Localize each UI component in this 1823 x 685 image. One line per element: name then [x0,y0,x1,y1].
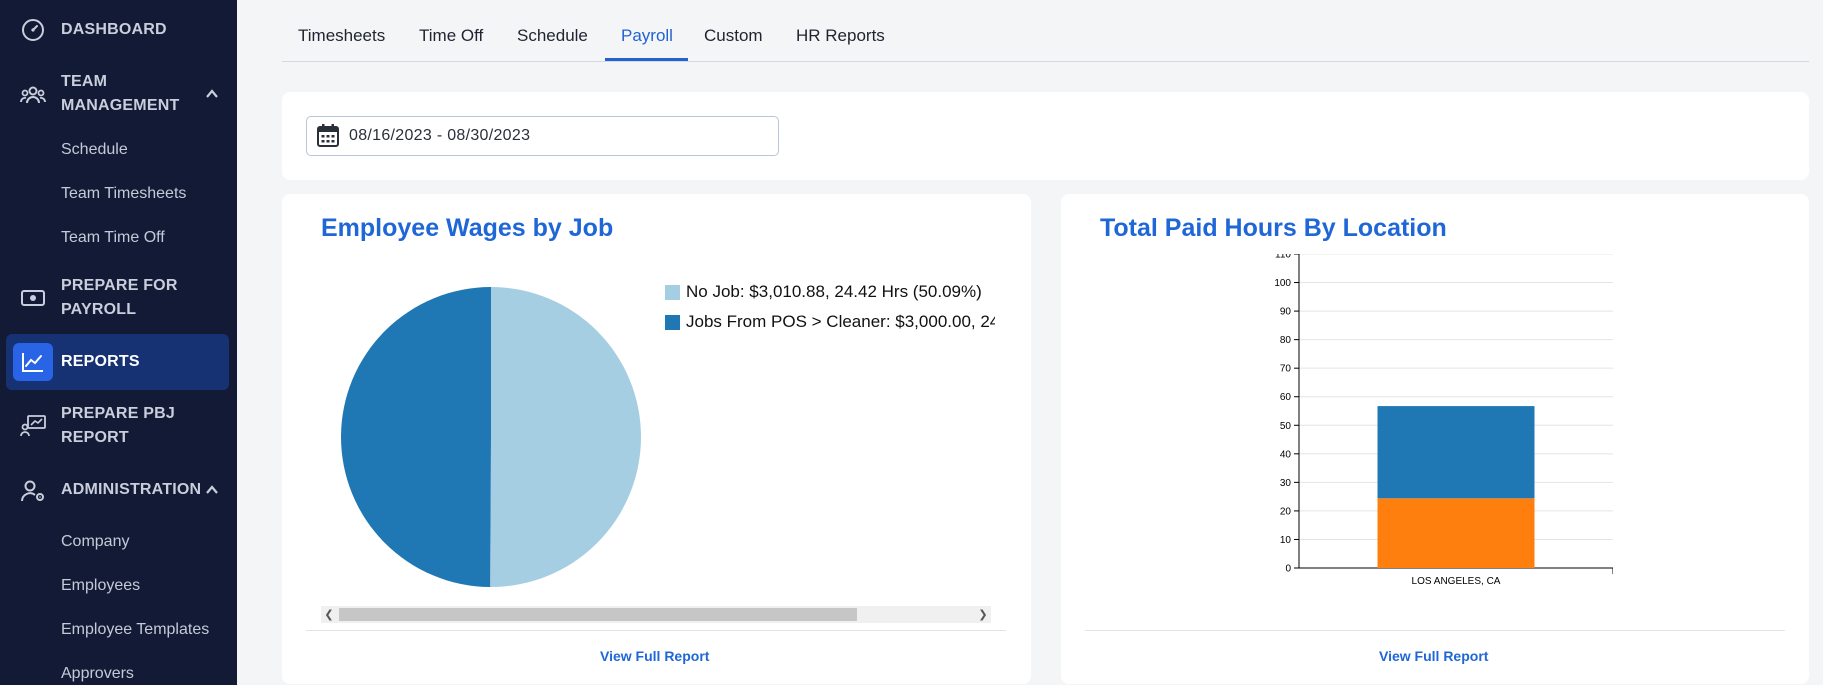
nav-employee-templates[interactable]: Employee Templates [61,621,210,638]
y-tick-label: 80 [1280,335,1292,346]
nav-dashboard[interactable]: DASHBOARD [0,18,237,42]
legend-swatch-no-job [665,284,680,300]
y-tick-label: 20 [1280,506,1292,517]
legend-label-cleaner: Jobs From POS > Cleaner: $3,000.00, 24 [686,312,995,331]
hours-card-title: Total Paid Hours By Location [1100,214,1447,242]
wages-card-title: Employee Wages by Job [321,214,614,242]
scroll-right-icon[interactable]: ❯ [978,609,988,621]
legend-label-no-job: No Job: $3,010.88, 24.42 Hrs (50.09%) [686,282,982,301]
scroll-left-icon[interactable]: ❮ [324,609,334,621]
nav-pbj-label-2: REPORT [61,429,129,446]
active-tab-indicator [605,58,688,61]
pie-slice-0[interactable] [490,287,641,587]
nav-team-label-1: TEAM [61,73,108,90]
tab-payroll[interactable]: Payroll [621,26,673,45]
nav-prepare-payroll-label-2: PAYROLL [61,301,137,318]
bar-segment-1[interactable] [1377,406,1535,499]
nav-prepare-payroll[interactable]: PREPARE FOR PAYROLL [0,274,237,322]
x-tick-label: LOS ANGELES, CA [1412,576,1501,587]
nav-prepare-pbj[interactable]: PREPARE PBJ REPORT [0,402,237,450]
nav-pbj-label-1: PREPARE PBJ [61,405,175,422]
nav-team-timesheets[interactable]: Team Timesheets [61,185,187,202]
card-divider [1085,630,1785,631]
chevron-up-icon [206,89,218,98]
hours-bar-chart: 0 10 20 30 40 50 60 70 80 90 100 110 LOS ANGELES, CA [1274,254,1613,587]
legend-item-cleaner: Jobs From POS > Cleaner: $3,000.00, 24 [665,312,995,332]
nav-approvers[interactable]: Approvers [61,665,134,682]
wages-pie-chart [340,287,641,587]
date-filter-panel: 08/16/2023 - 08/30/2023 [282,92,1809,180]
scrollbar-thumb[interactable] [339,608,857,621]
pie-slice-1[interactable] [340,287,491,587]
tab-timesheets[interactable]: Timesheets [298,26,386,45]
date-range-input[interactable]: 08/16/2023 - 08/30/2023 [306,116,779,156]
calendar-icon [317,124,339,153]
nav-reports-label: REPORTS [61,353,140,370]
nav-team-time-off[interactable]: Team Time Off [61,229,165,246]
report-tabs: Timesheets Time Off Schedule Payroll Cus… [282,0,1809,62]
y-tick-label: 90 [1280,307,1292,318]
nav-employees[interactable]: Employees [61,577,141,594]
date-range-value: 08/16/2023 - 08/30/2023 [349,127,531,144]
nav-prepare-payroll-label-1: PREPARE FOR [61,277,178,294]
y-tick-label: 50 [1280,421,1292,432]
speedometer-icon [20,17,46,43]
sidebar: DASHBOARD TEAM MANAGEMENT Schedule Team … [0,0,237,685]
wages-view-full-report-link[interactable]: View Full Report [600,648,710,664]
y-tick-label: 70 [1280,364,1292,375]
y-tick-label: 10 [1280,535,1292,546]
tab-schedule[interactable]: Schedule [517,26,588,45]
tab-time-off[interactable]: Time Off [419,26,484,45]
bar-segment-0[interactable] [1377,498,1535,568]
user-gear-icon [20,478,46,504]
team-icon [20,82,46,108]
y-tick-label: 60 [1280,392,1292,403]
chevron-up-icon [206,485,218,494]
paid-hours-card: Total Paid Hours By Location 0 10 20 30 40 50… [1061,194,1809,684]
nav-dashboard-label: DASHBOARD [61,21,167,38]
nav-reports[interactable]: REPORTS [0,350,237,374]
chart-horizontal-scrollbar[interactable]: ❮ ❯ [321,606,991,623]
nav-administration-label: ADMINISTRATION [61,481,202,498]
employee-wages-card: Employee Wages by Job No Job: $3,010.88,… [282,194,1031,684]
pbj-report-icon [20,413,46,439]
reports-chart-icon [13,343,53,381]
legend-swatch-cleaner [665,314,680,330]
money-icon [20,285,46,311]
y-tick-label: 40 [1280,449,1292,460]
tab-custom[interactable]: Custom [704,26,763,45]
nav-team-label-2: MANAGEMENT [61,97,180,114]
y-tick-label: 110 [1275,254,1291,261]
hours-view-full-report-link[interactable]: View Full Report [1379,648,1489,664]
tab-hr-reports[interactable]: HR Reports [796,26,885,45]
nav-administration[interactable]: ADMINISTRATION [0,478,237,502]
wages-legend: No Job: $3,010.88, 24.42 Hrs (50.09%) Jo… [665,278,995,348]
y-tick-label: 30 [1280,478,1292,489]
nav-team-management[interactable]: TEAM MANAGEMENT [0,70,237,118]
legend-item-no-job: No Job: $3,010.88, 24.42 Hrs (50.09%) [665,282,982,302]
nav-schedule[interactable]: Schedule [61,141,128,158]
y-tick-label: 0 [1285,564,1291,575]
y-tick-label: 100 [1274,278,1291,289]
nav-company[interactable]: Company [61,533,130,550]
card-divider [306,630,1006,631]
